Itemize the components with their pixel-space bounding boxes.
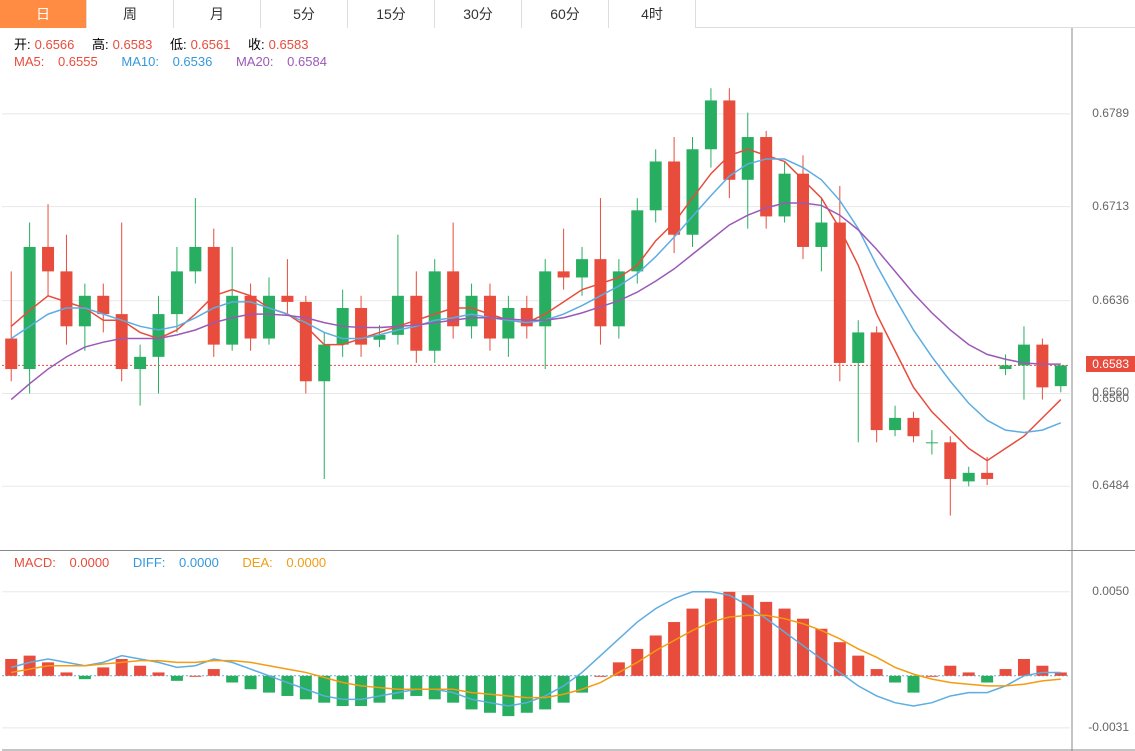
macd-info: MACD: 0.0000 DIFF: 0.0000 DEA: 0.0000 [14,555,346,570]
close-value: 0.6583 [269,37,309,52]
y-axis-label: 0.6484 [1092,478,1129,492]
candlestick-svg[interactable] [0,28,1135,550]
macd-chart: MACD: 0.0000 DIFF: 0.0000 DEA: 0.0000 -0… [0,550,1135,750]
ma20-label: MA20: 0.6584 [236,54,337,69]
y-axis-label: 0.6636 [1092,293,1129,307]
y-axis-label: 0.6713 [1092,199,1129,213]
tab-5分[interactable]: 5分 [261,0,348,28]
open-value: 0.6566 [35,37,75,52]
low-value: 0.6561 [191,37,231,52]
y-axis-label: 0.6789 [1092,106,1129,120]
macd-y-label: 0.0050 [1092,584,1129,598]
y-axis-label: 0.6560 [1092,391,1129,405]
high-label: 高: [92,37,109,52]
timeframe-tabs: 日周月5分15分30分60分4时 [0,0,1135,28]
macd-svg[interactable] [0,551,1135,751]
high-value: 0.6583 [113,37,153,52]
ma10-label: MA10: 0.6536 [121,54,222,69]
tab-4时[interactable]: 4时 [609,0,696,28]
ohlc-info: 开: 0.6566 高: 0.6583 低: 0.6561 收: 0.6583 [14,34,312,53]
current-price-tag: 0.6583 [1086,356,1135,372]
low-label: 低: [170,37,187,52]
tab-15分[interactable]: 15分 [348,0,435,28]
dea-label: DEA: 0.0000 [242,555,336,570]
tab-月[interactable]: 月 [174,0,261,28]
macd-label: MACD: 0.0000 [14,555,119,570]
tab-日[interactable]: 日 [0,0,87,28]
diff-label: DIFF: 0.0000 [133,555,229,570]
macd-y-label: -0.0031 [1088,720,1129,734]
tab-30分[interactable]: 30分 [435,0,522,28]
ma5-label: MA5: 0.6555 [14,54,108,69]
tab-60分[interactable]: 60分 [522,0,609,28]
ma-info: MA5: 0.6555 MA10: 0.6536 MA20: 0.6584 [14,54,347,69]
close-label: 收: [248,37,265,52]
open-label: 开: [14,37,31,52]
main-chart: 开: 0.6566 高: 0.6583 低: 0.6561 收: 0.6583 MA5:… [0,28,1135,550]
tab-周[interactable]: 周 [87,0,174,28]
